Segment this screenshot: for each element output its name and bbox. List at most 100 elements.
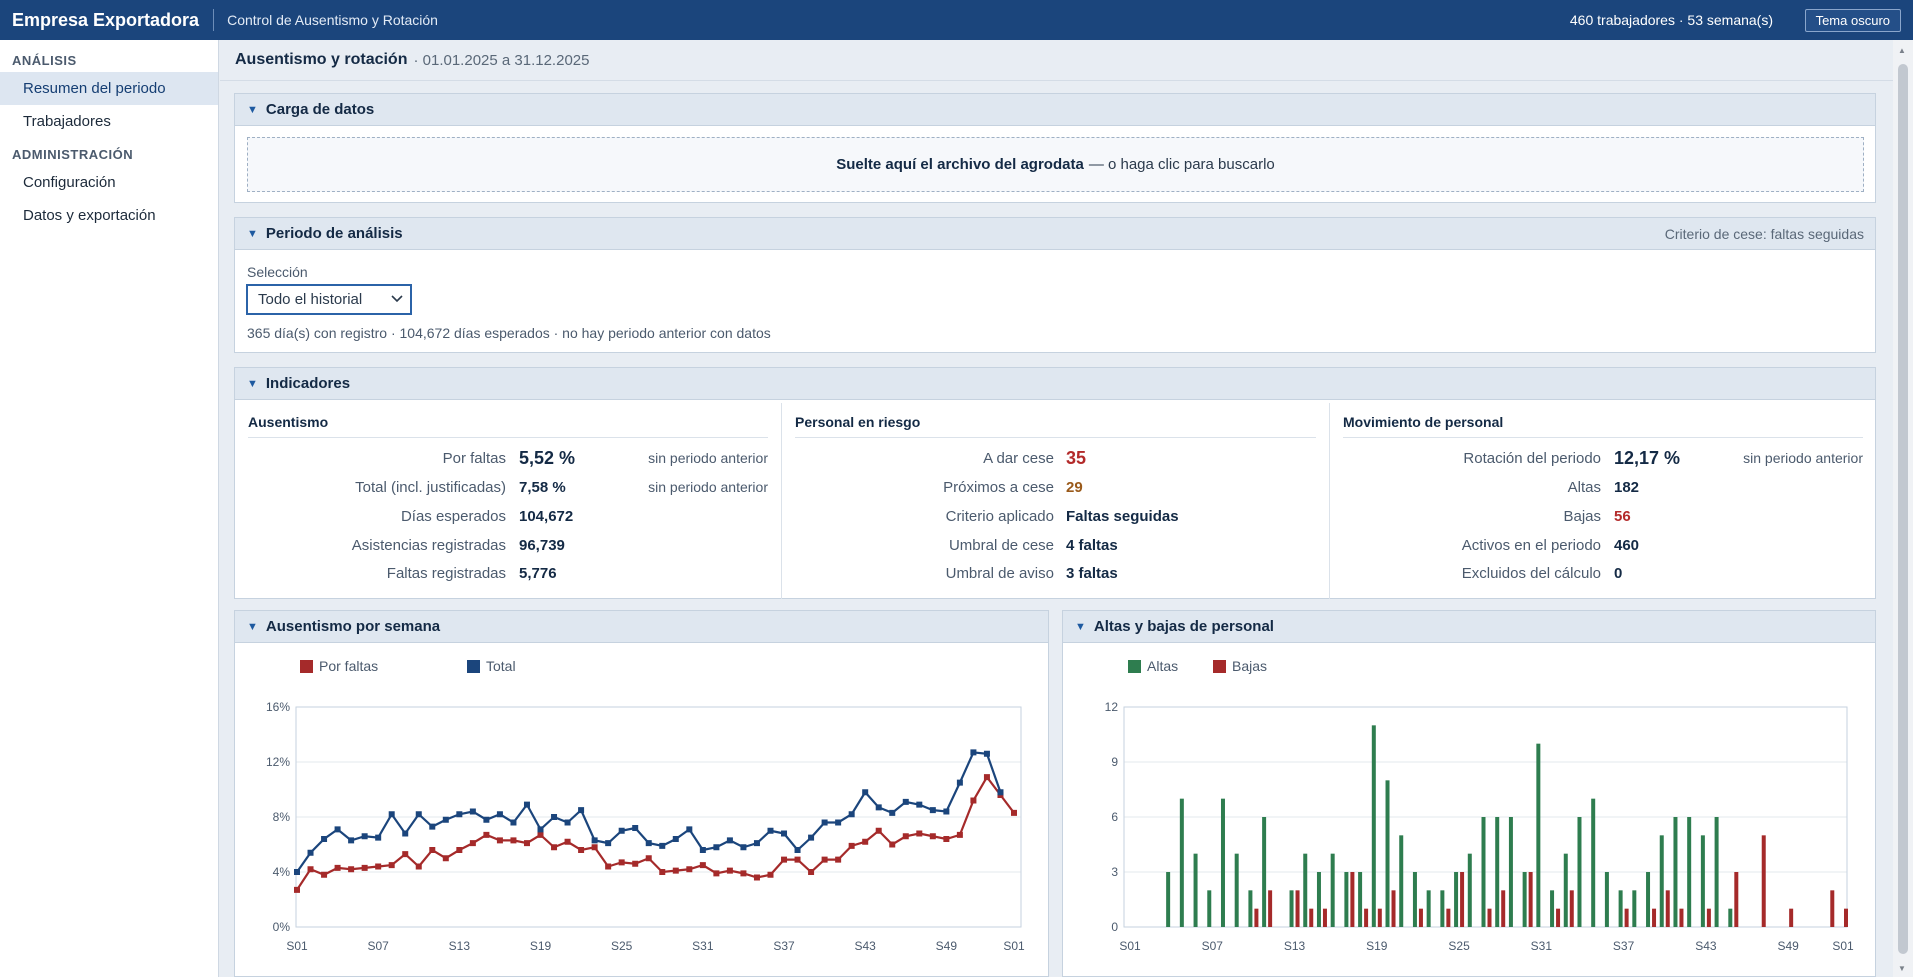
bar [1577,817,1582,927]
bar [1789,908,1794,927]
page-scrollbar[interactable]: ▲ ▼ [1893,40,1913,977]
collapse-triangle-icon[interactable]: ▼ [247,227,258,240]
panel-header-periodo[interactable]: ▼ Periodo de análisis Criterio de cese: … [235,218,1875,250]
indicator-row: Umbral de cese 4 faltas [782,537,1329,561]
bar [1446,908,1451,927]
legend-item-total: Total [467,658,516,674]
data-point [645,840,652,847]
scrollbar-thumb[interactable] [1898,64,1908,954]
x-tick-label: S25 [1448,939,1470,953]
bar [1254,908,1259,927]
bar [1377,908,1382,927]
bar [1303,853,1308,927]
data-point [578,807,585,814]
bar [1624,908,1629,927]
page-date-range: · 01.01.2025 a 31.12.2025 [413,51,590,69]
data-point [361,864,368,871]
data-point [889,809,896,816]
data-point [334,864,341,871]
collapse-triangle-icon[interactable]: ▼ [247,377,258,390]
period-select[interactable]: Todo el historial [246,284,412,315]
sidebar-item-trabajadores[interactable]: Trabajadores [23,113,111,130]
indicator-group-heading: Ausentismo [248,414,768,438]
bar [1207,890,1212,927]
legend-label: Bajas [1232,658,1268,674]
data-point [510,819,517,826]
data-point [726,867,733,874]
y-tick-label: 8% [273,810,291,824]
bar [1618,890,1623,927]
data-point [794,847,801,853]
data-point [645,855,652,862]
indicator-label: Faltas registradas [386,565,506,582]
data-point [402,830,409,837]
bar [1371,725,1376,927]
data-point [929,833,936,840]
data-point [469,840,476,847]
indicator-comparison: sin periodo anterior [648,450,768,466]
data-point [794,856,801,863]
x-tick-label: S13 [1284,939,1306,953]
data-point [808,834,815,841]
sidebar-item-configuracion[interactable]: Configuración [23,174,116,191]
panel-header-indicadores[interactable]: ▼ Indicadores [235,368,1875,400]
data-point [307,849,314,856]
indicator-row: A dar cese 35 [782,448,1329,474]
data-point [726,837,733,844]
data-point [334,826,341,833]
scroll-up-arrow-icon[interactable]: ▲ [1898,46,1906,55]
data-point [618,827,625,834]
panel-header-altas-bajas[interactable]: ▼ Altas y bajas de personal [1063,611,1875,643]
bar [1426,890,1431,927]
data-point [686,866,693,873]
data-point [916,830,923,837]
select-label: Selección [247,264,308,280]
data-point [875,827,882,834]
theme-toggle-button[interactable]: Tema oscuro [1804,9,1901,32]
bar [1501,890,1506,927]
data-point [361,833,368,840]
data-point [564,819,571,826]
indicator-row: Días esperados 104,672 [235,508,781,532]
bar [1728,908,1733,927]
x-tick-label: S49 [1777,939,1799,953]
collapse-triangle-icon[interactable]: ▼ [1075,620,1086,633]
data-point [375,834,382,841]
data-point [294,886,300,893]
y-tick-label: 12% [266,755,290,769]
bar [1528,872,1533,927]
x-tick-label: S37 [773,939,795,953]
legend-swatch [1128,659,1141,673]
data-point [551,814,558,820]
indicator-row: Por faltas 5,52 % sin periodo anterior [235,448,781,474]
plot-frame [295,706,1022,928]
indicator-comparison: sin periodo anterior [1743,450,1863,466]
collapse-triangle-icon[interactable]: ▼ [247,620,258,633]
indicator-label: Altas [1567,479,1601,496]
collapse-triangle-icon[interactable]: ▼ [247,103,258,116]
y-tick-label: 0 [1111,920,1118,934]
legend-swatch [300,659,313,673]
bar [1550,890,1555,927]
data-point [415,863,422,870]
data-point [483,831,490,838]
bar [1364,908,1369,927]
panel-header-ausentismo-semana[interactable]: ▼ Ausentismo por semana [235,611,1048,643]
data-point [1011,809,1017,816]
file-drop-zone[interactable]: Suelte aquí el archivo del agrodata — o … [247,137,1864,192]
bar [1714,817,1719,927]
sidebar-item-resumen[interactable]: Resumen del periodo [0,72,218,105]
indicator-label: Activos en el periodo [1461,537,1601,554]
bar [1467,853,1472,927]
indicator-comparison: sin periodo anterior [648,479,768,495]
data-point [713,870,720,877]
sidebar-item-datos[interactable]: Datos y exportación [23,207,156,224]
data-point [415,811,422,818]
scroll-down-arrow-icon[interactable]: ▼ [1898,964,1906,973]
panel-header-carga[interactable]: ▼ Carga de datos [235,94,1875,126]
bar [1309,908,1314,927]
indicator-group-heading: Movimiento de personal [1343,414,1863,438]
data-point [388,862,395,869]
indicator-value: 12,17 % [1614,448,1681,468]
indicator-label: Rotación del periodo [1463,450,1601,467]
